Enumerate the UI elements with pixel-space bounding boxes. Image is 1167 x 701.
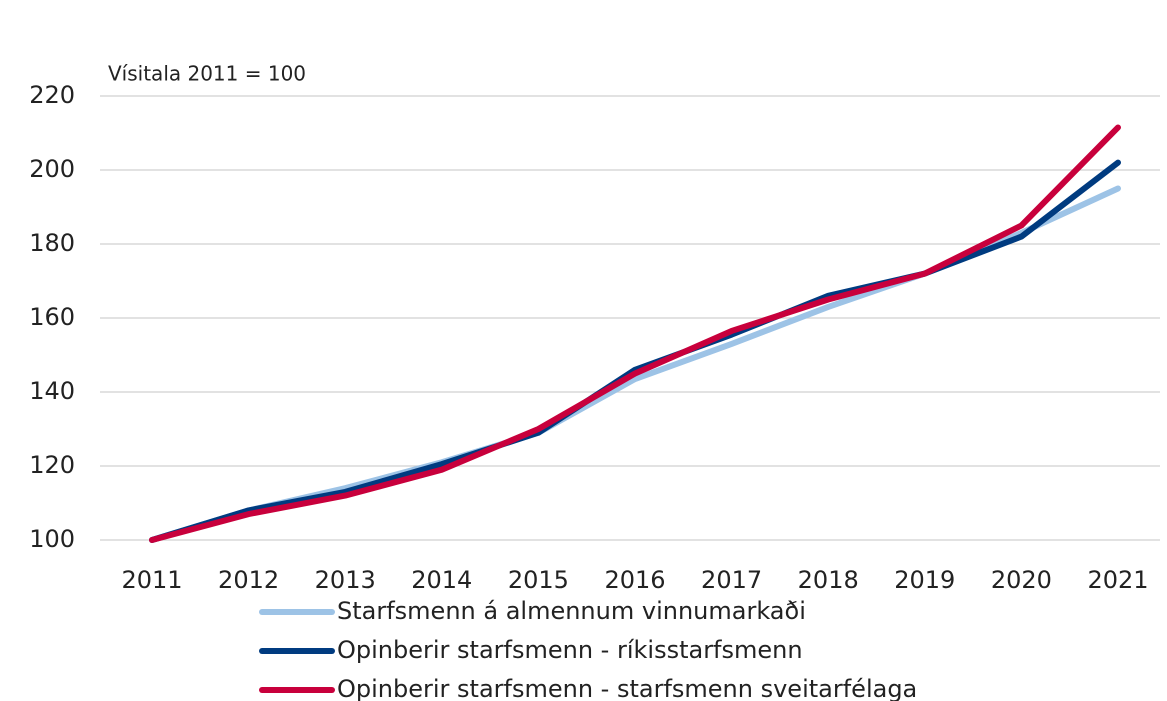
legend-label: Opinberir starfsmenn - ríkisstarfsmenn xyxy=(337,636,803,664)
x-tick-label: 2011 xyxy=(121,566,182,594)
y-axis-label: Vísitala 2011 = 100 xyxy=(108,62,306,86)
y-tick-label: 200 xyxy=(29,155,75,183)
y-tick-label: 160 xyxy=(29,303,75,331)
x-tick-label: 2021 xyxy=(1087,566,1148,594)
series-line xyxy=(149,159,1121,543)
x-tick-label: 2020 xyxy=(991,566,1052,594)
x-tick-label: 2012 xyxy=(218,566,279,594)
y-tick-label: 140 xyxy=(29,377,75,405)
x-tick-label: 2014 xyxy=(411,566,472,594)
y-tick-label: 120 xyxy=(29,451,75,479)
x-tick-label: 2013 xyxy=(315,566,376,594)
x-tick-label: 2015 xyxy=(508,566,569,594)
x-tick-label: 2019 xyxy=(894,566,955,594)
series-line xyxy=(149,185,1121,543)
series-line xyxy=(149,124,1121,543)
y-tick-label: 220 xyxy=(29,81,75,109)
x-tick-label: 2016 xyxy=(604,566,665,594)
y-tick-label: 100 xyxy=(29,525,75,553)
x-tick-label: 2017 xyxy=(701,566,762,594)
legend-label: Starfsmenn á almennum vinnumarkaði xyxy=(337,597,806,625)
legend-label: Opinberir starfsmenn - starfsmenn sveita… xyxy=(337,675,917,701)
y-tick-label: 180 xyxy=(29,229,75,257)
x-tick-label: 2018 xyxy=(798,566,859,594)
